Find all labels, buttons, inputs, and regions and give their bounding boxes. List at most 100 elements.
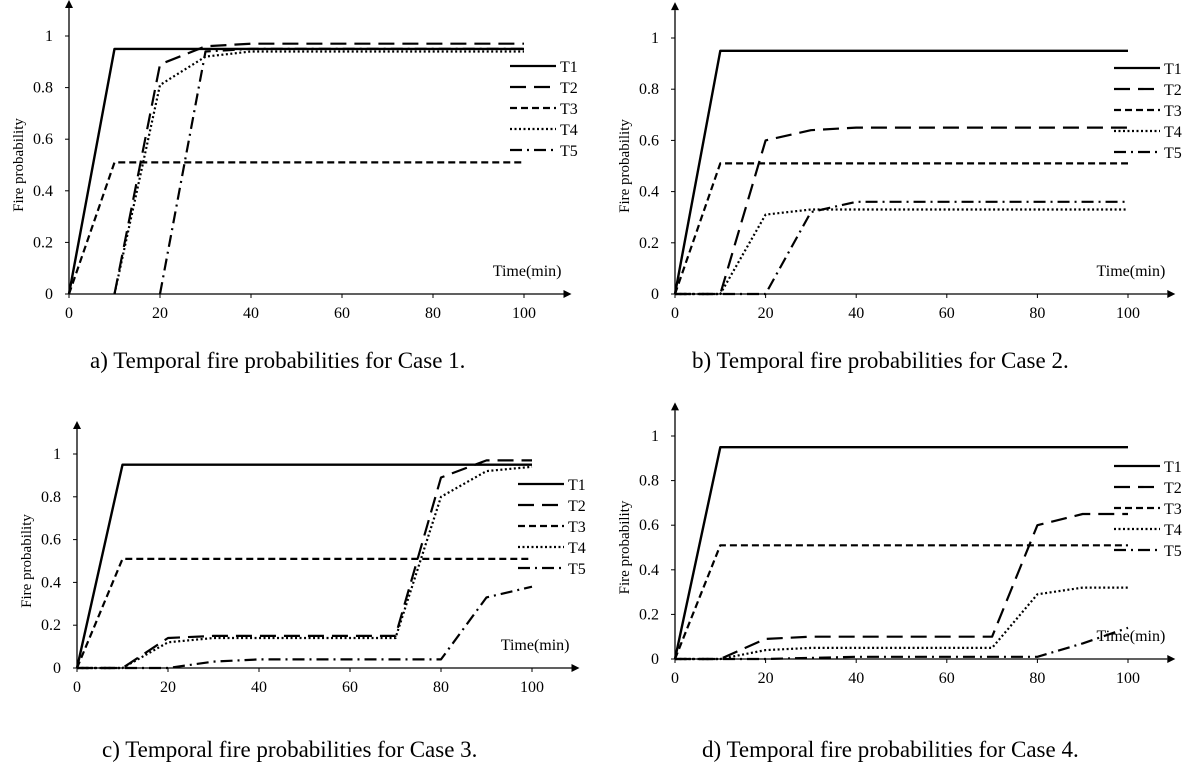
series-line-T1 — [75, 463, 532, 669]
y-tick-label: 0.2 — [639, 235, 659, 252]
series-line-T4 — [113, 50, 524, 295]
chart-caption: d) Temporal fire probabilities for Case … — [702, 737, 1079, 762]
y-tick-label: 1 — [651, 30, 659, 47]
x-tick-label: 60 — [939, 670, 955, 687]
x-tick-label: 40 — [243, 305, 259, 322]
y-axis-label: Fire probability — [617, 500, 633, 594]
x-axis-arrow-icon — [563, 290, 572, 298]
y-tick-label: 0.8 — [639, 81, 659, 98]
series-line-T3 — [67, 161, 524, 295]
y-tick-label: 0 — [45, 286, 53, 303]
y-tick-label: 0.6 — [639, 517, 659, 534]
x-axis-label: Time(min) — [1097, 263, 1166, 280]
series-line-T5 — [675, 626, 1129, 661]
legend-label-T5: T5 — [560, 143, 578, 160]
x-tick-label: 0 — [73, 679, 81, 696]
y-tick-label: 1 — [45, 28, 53, 45]
y-tick-label: 0.8 — [41, 489, 61, 506]
x-tick-label: 40 — [848, 670, 864, 687]
y-axis-arrow-icon — [671, 402, 679, 411]
x-tick-label: 60 — [342, 679, 358, 696]
y-tick-label: 0.6 — [33, 131, 53, 148]
legend-label-T4: T4 — [1164, 124, 1182, 141]
x-tick-label: 0 — [65, 305, 73, 322]
y-tick-label: 0.4 — [639, 562, 659, 579]
chart-panel-case-1: 0 20 40 60 80 100 0 0.2 0.4 0.6 0.8 1 Fire probabili… — [0, 0, 592, 389]
series-line-T3 — [75, 557, 532, 669]
y-tick-label: 0 — [53, 660, 61, 677]
series-line-T2 — [675, 126, 1128, 296]
y-tick-label: 0.8 — [639, 473, 659, 490]
legend-label-T5: T5 — [568, 561, 586, 578]
series-line-T3 — [673, 162, 1128, 295]
x-tick-label: 80 — [433, 679, 449, 696]
series-line-T5 — [675, 200, 1128, 296]
chart-caption: c) Temporal fire probabilities for Case … — [102, 737, 478, 762]
y-tick-label: 0.4 — [41, 574, 61, 591]
x-axis-arrow-icon — [1167, 290, 1176, 298]
legend-label-T2: T2 — [1164, 480, 1182, 497]
x-tick-label: 40 — [848, 305, 864, 322]
legend-label-T1: T1 — [560, 59, 578, 76]
y-axis-label: Fire probability — [617, 119, 633, 213]
x-tick-label: 80 — [425, 305, 441, 322]
series-line-T1 — [673, 49, 1128, 295]
x-tick-label: 0 — [671, 670, 679, 687]
legend-label-T3: T3 — [1164, 103, 1182, 120]
x-tick-label: 100 — [1116, 305, 1140, 322]
x-tick-label: 100 — [512, 305, 536, 322]
x-axis-label: Time(min) — [493, 263, 562, 280]
series-line-T1 — [67, 47, 524, 295]
legend-label-T4: T4 — [560, 122, 578, 139]
legend-label-T5: T5 — [1164, 543, 1182, 560]
chart-case-3: 0 20 40 60 80 100 0 0.2 0.4 0.6 0.8 1 Fire probabili… — [19, 421, 586, 696]
y-tick-label: 0.2 — [639, 606, 659, 623]
chart-case-1: 0 20 40 60 80 100 0 0.2 0.4 0.6 0.8 1 Fire probabili… — [11, 0, 578, 322]
x-axis-label: Time(min) — [1097, 628, 1166, 645]
y-axis-label: Fire probability — [11, 118, 27, 212]
y-tick-label: 0.4 — [639, 184, 659, 201]
series-line-T5 — [158, 47, 524, 295]
x-tick-label: 80 — [1029, 305, 1045, 322]
legend-label-T3: T3 — [568, 519, 586, 536]
y-tick-label: 0.6 — [639, 132, 659, 149]
chart-panel-case-2: 0 20 40 60 80 100 0 0.2 0.4 0.6 0.8 1 Fire probabili… — [592, 0, 1184, 389]
y-tick-label: 0.4 — [33, 183, 53, 200]
x-tick-label: 80 — [1029, 670, 1045, 687]
y-tick-label: 0 — [651, 651, 659, 668]
y-tick-label: 1 — [53, 446, 61, 463]
series-line-T3 — [673, 544, 1128, 660]
legend-label-T1: T1 — [568, 477, 586, 494]
x-tick-label: 20 — [758, 670, 774, 687]
series-line-T4 — [675, 586, 1128, 661]
legend-label-T2: T2 — [1164, 82, 1182, 99]
series-line-T2 — [77, 459, 532, 670]
series-line-T4 — [77, 465, 533, 670]
x-tick-label: 20 — [160, 679, 176, 696]
x-tick-label: 40 — [251, 679, 267, 696]
y-axis-label: Fire probability — [19, 514, 35, 608]
series-line-T1 — [673, 446, 1128, 660]
y-axis-arrow-icon — [671, 2, 679, 11]
y-tick-label: 0 — [651, 286, 659, 303]
x-tick-label: 100 — [520, 679, 544, 696]
legend-label-T3: T3 — [560, 101, 578, 118]
legend-label-T3: T3 — [1164, 501, 1182, 518]
series-line-T2 — [113, 42, 524, 295]
x-axis-arrow-icon — [571, 664, 580, 672]
x-tick-label: 60 — [334, 305, 350, 322]
x-tick-label: 60 — [939, 305, 955, 322]
series-line-T2 — [675, 512, 1128, 661]
y-tick-label: 1 — [651, 428, 659, 445]
legend-label-T4: T4 — [1164, 522, 1182, 539]
x-axis-arrow-icon — [1167, 655, 1176, 663]
legend-label-T2: T2 — [560, 80, 578, 97]
legend-label-T2: T2 — [568, 498, 586, 515]
x-tick-label: 100 — [1116, 670, 1140, 687]
chart-panel-case-3: 0 20 40 60 80 100 0 0.2 0.4 0.6 0.8 1 Fire probabili… — [0, 389, 592, 778]
x-tick-label: 20 — [152, 305, 168, 322]
x-tick-label: 20 — [758, 305, 774, 322]
x-axis-label: Time(min) — [501, 637, 570, 654]
x-tick-label: 0 — [671, 305, 679, 322]
legend-label-T1: T1 — [1164, 61, 1182, 78]
